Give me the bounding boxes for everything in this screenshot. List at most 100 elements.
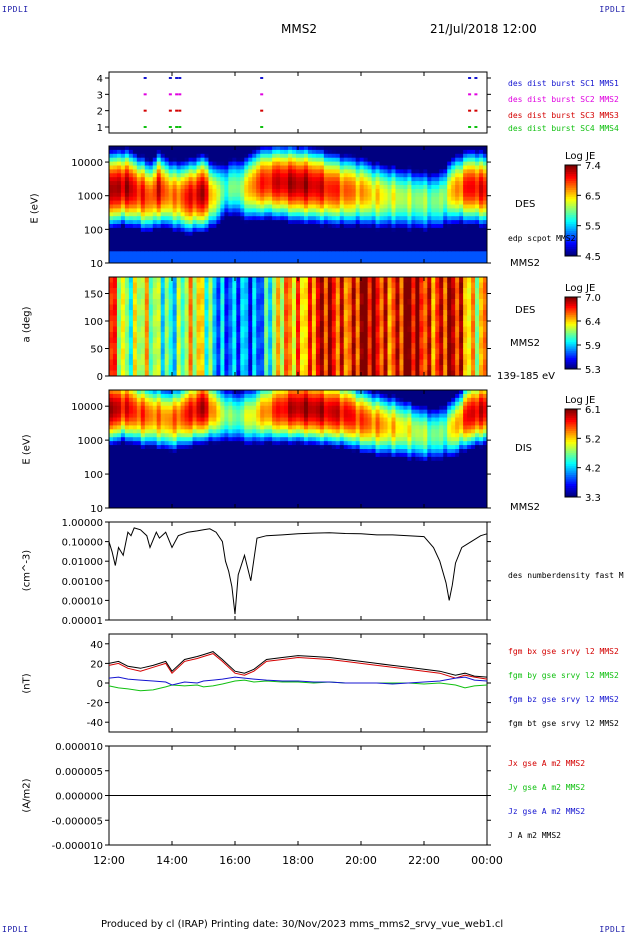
burst-y-label: 4 — [97, 74, 103, 85]
g-des-cell — [435, 243, 440, 248]
g-des-cell — [280, 239, 285, 244]
pitch-cell — [272, 293, 277, 300]
g-des-cell — [299, 165, 305, 170]
g-dis-cell — [124, 476, 130, 481]
pitch-cell — [236, 293, 241, 300]
g-des-cell — [327, 181, 333, 186]
g-des-cell — [200, 146, 205, 151]
pitch-cell — [447, 365, 452, 371]
g-des-cell — [395, 231, 400, 237]
g-des-cell — [292, 161, 297, 166]
pitch-cell — [252, 315, 257, 322]
pitch-cell — [359, 321, 365, 327]
g-des-cell — [311, 188, 317, 194]
g-dis-cell — [132, 390, 138, 395]
pitch-cell — [455, 277, 460, 283]
g-des-cell — [423, 177, 428, 182]
g-des-cell — [443, 196, 448, 202]
g-dis-cell — [120, 484, 126, 489]
g-des-cell — [164, 243, 170, 248]
g-des-cell — [427, 239, 432, 244]
g-des-cell — [160, 227, 166, 233]
g-des-cell — [272, 259, 277, 264]
g-des-cell — [164, 173, 170, 178]
pitch-cell — [292, 354, 297, 360]
g-des-cell — [331, 208, 337, 213]
g-des-cell — [379, 204, 385, 209]
pitch-cell — [463, 348, 468, 355]
pitch-cell — [463, 343, 468, 349]
pitch-cell — [124, 304, 130, 311]
pitch-cell — [152, 293, 158, 300]
g-des-cell — [467, 259, 472, 264]
g-des-cell — [296, 200, 301, 205]
g-des-cell — [307, 181, 313, 186]
g-des-cell — [132, 224, 138, 229]
pitch-cell — [276, 337, 281, 344]
pitch-cell — [479, 354, 484, 360]
pitch-cell — [292, 365, 297, 371]
g-des-cell — [152, 259, 158, 264]
g-dis-cell — [120, 480, 126, 485]
g-des-cell — [403, 255, 408, 260]
g-des-cell — [224, 157, 229, 163]
g-des-cell — [479, 153, 484, 159]
pitch-cell — [148, 304, 154, 311]
g-dis-cell — [124, 429, 130, 434]
pitch-cell — [311, 310, 317, 316]
pitch-cell — [192, 293, 198, 300]
g-des-cell — [212, 153, 217, 159]
g-des-cell — [411, 204, 416, 209]
g-des-cell — [371, 188, 377, 194]
pitch-cell — [136, 354, 142, 360]
g-des-cell — [451, 251, 456, 256]
pitch-cell — [152, 282, 158, 289]
g-des-cell — [339, 227, 345, 233]
g-des-cell — [172, 239, 178, 244]
g-des-cell — [252, 235, 257, 241]
g-des-cell — [112, 243, 118, 248]
g-des-cell — [128, 227, 134, 233]
pitch-cell — [375, 370, 381, 377]
g-des-cell — [248, 188, 253, 194]
pitch-cell — [124, 370, 130, 377]
g-des-cell — [467, 153, 472, 159]
g-des-cell — [427, 243, 432, 248]
g-des-cell — [140, 239, 146, 244]
pitch-cell — [244, 343, 249, 349]
g-des-cell — [256, 251, 261, 256]
g-des-cell — [483, 169, 488, 174]
g-des-cell — [427, 204, 432, 209]
g-des-cell — [435, 177, 440, 182]
pitch-cell — [339, 359, 345, 366]
g-dis-cell — [120, 452, 126, 458]
g-des-cell — [236, 181, 241, 186]
pitch-cell — [299, 343, 305, 349]
g-des-cell — [168, 216, 174, 221]
g-des-cell — [176, 247, 182, 252]
g-des-cell — [280, 204, 285, 209]
g-dis-cell — [128, 476, 134, 481]
corner-label-tr: IPDLI — [599, 5, 626, 14]
g-dis-cell — [109, 476, 114, 481]
g-des-cell — [264, 204, 269, 209]
g-des-cell — [327, 161, 333, 166]
g-dis-cell — [109, 397, 114, 403]
g-des-cell — [284, 251, 289, 256]
pitch-cell — [232, 310, 237, 316]
pitch-cell — [109, 315, 114, 322]
g-des-cell — [252, 243, 257, 248]
g-des-cell — [319, 220, 325, 225]
pitch-cell — [443, 321, 448, 327]
g-des-cell — [391, 161, 396, 166]
pitch-cell — [423, 370, 428, 377]
g-des-cell — [379, 239, 385, 244]
g-des-cell — [299, 169, 305, 174]
g-des-cell — [284, 192, 289, 198]
g-des-cell — [451, 212, 456, 217]
g-des-cell — [387, 153, 393, 159]
g-dis-cell — [128, 460, 134, 466]
pitch-cell — [112, 288, 118, 294]
g-des-cell — [347, 146, 353, 151]
g-des-cell — [443, 200, 448, 205]
